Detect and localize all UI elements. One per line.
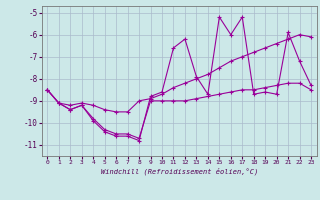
X-axis label: Windchill (Refroidissement éolien,°C): Windchill (Refroidissement éolien,°C) (100, 168, 258, 175)
